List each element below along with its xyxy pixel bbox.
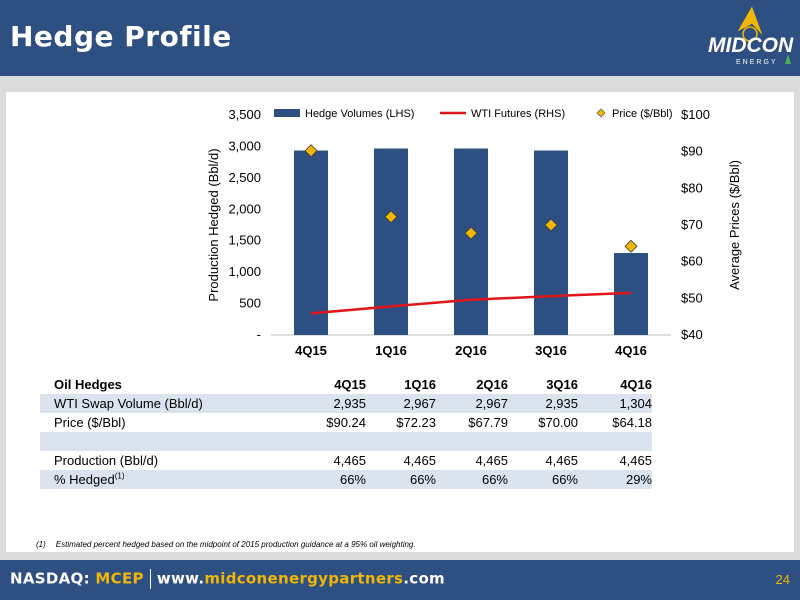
cell: 2,967 [366, 394, 436, 413]
table-title: Oil Hedges [54, 377, 122, 392]
cell: $72.23 [396, 415, 436, 430]
cell: 4,465 [619, 453, 652, 468]
exchange-label: NASDAQ: [10, 569, 90, 588]
y-tick-label: 500 [239, 296, 261, 311]
footnote-text: Estimated percent hedged based on the mi… [55, 540, 416, 549]
oil-hedges-table: Oil Hedges 4Q15 1Q16 2Q16 3Q16 4Q16 WTI … [40, 375, 652, 489]
bar [454, 148, 488, 335]
table-row: % Hedged(1) 66% 66% 66% 66% 29% [40, 470, 652, 489]
ticker-symbol: MCEP [95, 569, 144, 588]
column-header: 3Q16 [546, 377, 578, 392]
y2-tick-label: $90 [681, 144, 703, 159]
cell: $64.18 [612, 415, 652, 430]
y-tick-label: 1,500 [228, 233, 261, 248]
y-tick-label: 3,500 [228, 107, 261, 122]
table-spacer-row [40, 432, 652, 451]
cell: 4,465 [333, 453, 366, 468]
column-header: 2Q16 [476, 377, 508, 392]
y-tick-label: 2,000 [228, 201, 261, 216]
cell: $70.00 [538, 415, 578, 430]
legend-swatch-marker [596, 108, 606, 118]
wti-futures-line [310, 291, 632, 315]
x-tick-label: 4Q15 [295, 343, 327, 358]
y2-tick-label: $70 [681, 217, 703, 232]
y2-tick-label: $60 [681, 254, 703, 269]
midcon-logo: MIDCON ENERGY [708, 5, 794, 66]
y-tick-label: 2,500 [228, 170, 261, 185]
cell: 2,967 [436, 394, 508, 413]
legend-label: Price ($/Bbl) [612, 108, 673, 120]
cell: 66% [508, 470, 578, 489]
website-link[interactable]: www.midconenergypartners.com [156, 569, 445, 588]
cell: 4,465 [475, 453, 508, 468]
y-tick-label: - [257, 327, 261, 342]
y2-tick-label: $50 [681, 290, 703, 305]
footnote-number: (1) [36, 540, 46, 549]
y2-tick-label: $40 [681, 327, 703, 342]
bar [534, 150, 568, 335]
y2-tick-label: $100 [681, 107, 710, 122]
price-marker [304, 144, 318, 158]
cell: $90.24 [326, 415, 366, 430]
cell: 4,465 [545, 453, 578, 468]
y-tick-label: 3,000 [228, 138, 261, 153]
table-row: Price ($/Bbl) $90.24 $72.23 $67.79 $70.0… [40, 413, 652, 432]
legend-swatch-bar [274, 109, 300, 117]
logo-drop-icon [736, 5, 764, 37]
column-header: 4Q16 [620, 377, 652, 392]
page-title: Hedge Profile [10, 20, 232, 53]
cell: 29% [578, 470, 652, 489]
y-axis-title: Production Hedged (Bbl/d) [206, 148, 221, 301]
price-marker [384, 210, 398, 224]
y2-tick-label: $80 [681, 180, 703, 195]
cell: $67.79 [468, 415, 508, 430]
header-bar: Hedge Profile MIDCON ENERGY [0, 0, 800, 76]
price-marker [464, 226, 478, 240]
row-label: WTI Swap Volume (Bbl/d) [40, 394, 286, 413]
y-tick-label: 1,000 [228, 264, 261, 279]
price-marker [624, 239, 638, 253]
cell: 2,935 [508, 394, 578, 413]
cell: 2,935 [286, 394, 366, 413]
row-label: Production (Bbl/d) [54, 453, 159, 468]
y2-axis-title: Average Prices ($/Bbl) [727, 160, 742, 290]
x-tick-label: 2Q16 [455, 343, 487, 358]
column-header: 1Q16 [404, 377, 436, 392]
legend-label: WTI Futures (RHS) [471, 108, 565, 120]
page-number: 24 [775, 572, 790, 587]
logo-text: MIDCON [708, 34, 794, 57]
cell: 66% [436, 470, 508, 489]
x-tick-label: 1Q16 [375, 343, 407, 358]
cell: 1,304 [578, 394, 652, 413]
footnote: (1) Estimated percent hedged based on the… [36, 540, 416, 549]
content-panel: - 500 1,000 1,500 2,000 2,500 3,000 3,500 $40 $50… [6, 92, 794, 552]
table-row: WTI Swap Volume (Bbl/d) 2,935 2,967 2,96… [40, 394, 652, 413]
footer-divider [149, 569, 151, 589]
price-marker [544, 218, 558, 232]
x-tick-label: 3Q16 [535, 343, 567, 358]
row-label: Price ($/Bbl) [54, 415, 126, 430]
hedge-chart: - 500 1,000 1,500 2,000 2,500 3,000 3,500 $40 $50… [206, 107, 742, 358]
cell: 66% [366, 470, 436, 489]
footer-text: NASDAQ: MCEP www.midconenergypartners.com [10, 569, 445, 589]
bar [374, 148, 408, 335]
x-tick-label: 4Q16 [615, 343, 647, 358]
table-header-row: Oil Hedges 4Q15 1Q16 2Q16 3Q16 4Q16 [40, 375, 652, 394]
logo-subtext: ENERGY [736, 59, 778, 66]
column-header: 4Q15 [334, 377, 366, 392]
cell: 4,465 [403, 453, 436, 468]
bar [294, 150, 328, 335]
row-label: % Hedged(1) [40, 470, 286, 489]
cell: 66% [286, 470, 366, 489]
table-row: Production (Bbl/d) 4,465 4,465 4,465 4,4… [40, 451, 652, 470]
footer-bar: NASDAQ: MCEP www.midconenergypartners.com… [0, 560, 800, 600]
legend-label: Hedge Volumes (LHS) [305, 108, 414, 120]
